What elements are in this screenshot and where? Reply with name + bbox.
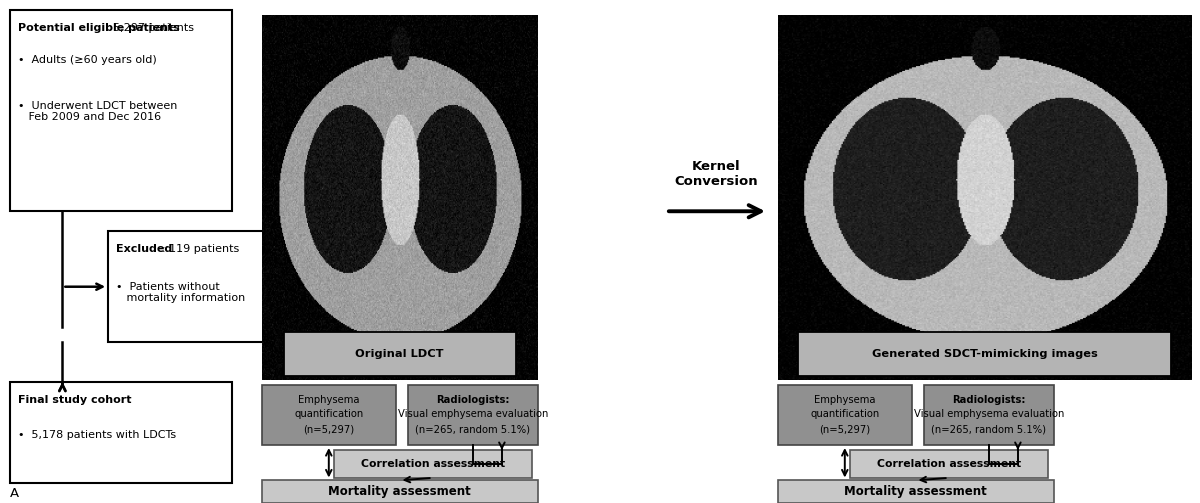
Text: B: B	[262, 487, 271, 500]
FancyBboxPatch shape	[924, 385, 1054, 445]
Text: Radiologists:: Radiologists:	[952, 395, 1026, 405]
Text: Visual emphysema evaluation: Visual emphysema evaluation	[397, 409, 548, 420]
Text: Correlation assessment: Correlation assessment	[360, 459, 505, 469]
Text: A: A	[10, 487, 19, 500]
Text: Excluded: Excluded	[116, 244, 176, 254]
Text: : 5,297 patients: : 5,297 patients	[106, 23, 193, 33]
FancyBboxPatch shape	[778, 385, 912, 445]
FancyBboxPatch shape	[262, 385, 396, 445]
Text: Mortality assessment: Mortality assessment	[845, 485, 986, 498]
Text: Emphysema: Emphysema	[814, 395, 876, 405]
Text: •  5,178 patients with LDCTs: • 5,178 patients with LDCTs	[18, 430, 176, 440]
Text: Visual emphysema evaluation: Visual emphysema evaluation	[913, 409, 1064, 420]
FancyBboxPatch shape	[10, 382, 232, 483]
FancyBboxPatch shape	[334, 450, 532, 478]
FancyBboxPatch shape	[262, 480, 538, 503]
Text: (n=5,297): (n=5,297)	[304, 424, 354, 434]
FancyBboxPatch shape	[850, 450, 1048, 478]
Text: •  Adults (≥60 years old): • Adults (≥60 years old)	[18, 55, 157, 65]
Text: (n=265, random 5.1%): (n=265, random 5.1%)	[931, 424, 1046, 434]
Text: Emphysema: Emphysema	[298, 395, 360, 405]
Text: (n=5,297): (n=5,297)	[820, 424, 870, 434]
FancyBboxPatch shape	[10, 10, 232, 211]
Text: Final study cohort: Final study cohort	[18, 395, 132, 405]
Text: Potential eligible patients: Potential eligible patients	[18, 23, 180, 33]
Text: Radiologists:: Radiologists:	[436, 395, 510, 405]
Text: quantification: quantification	[294, 409, 364, 419]
Text: Kernel
Conversion: Kernel Conversion	[674, 159, 758, 188]
FancyBboxPatch shape	[778, 480, 1054, 503]
Text: Mortality assessment: Mortality assessment	[329, 485, 470, 498]
FancyBboxPatch shape	[108, 231, 282, 342]
Text: quantification: quantification	[810, 409, 880, 419]
Text: : 119 patients: : 119 patients	[162, 244, 239, 254]
FancyBboxPatch shape	[408, 385, 538, 445]
Text: Correlation assessment: Correlation assessment	[876, 459, 1021, 469]
Text: •  Underwent LDCT between
   Feb 2009 and Dec 2016: • Underwent LDCT between Feb 2009 and De…	[18, 101, 178, 122]
Text: •  Patients without
   mortality information: • Patients without mortality information	[116, 282, 246, 303]
Text: (n=265, random 5.1%): (n=265, random 5.1%)	[415, 424, 530, 434]
